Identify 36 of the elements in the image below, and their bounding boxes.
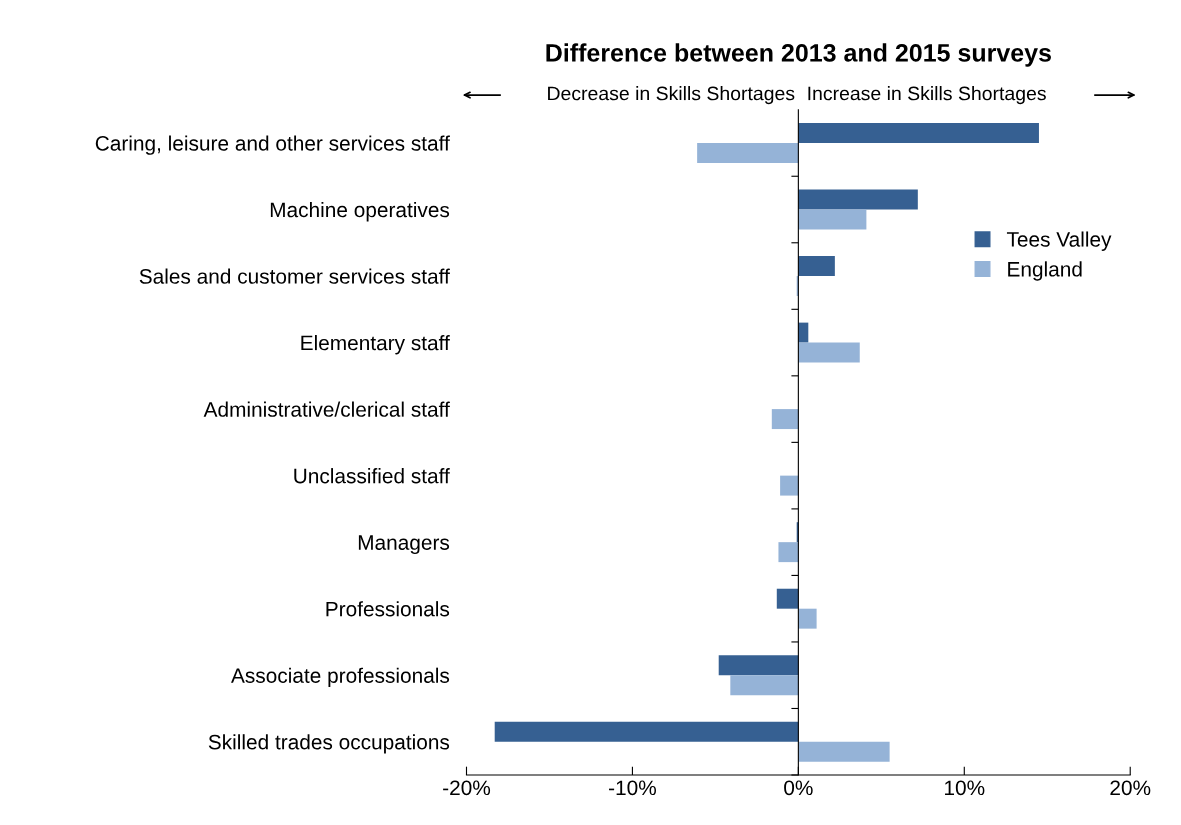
y-tick-label: Machine operatives — [270, 201, 450, 222]
bar — [798, 342, 860, 363]
y-tick-label: Managers — [358, 535, 450, 555]
text: Decrease in Skills Shortages — [548, 86, 795, 105]
y-tick-label: Sales and customer services staff — [139, 268, 450, 284]
x-tick-label: -10% — [609, 780, 656, 796]
bar — [697, 142, 799, 163]
y-tick-label: Skilled trades occupations — [208, 734, 450, 754]
bar — [798, 123, 1039, 143]
x-tick-label: 0% — [784, 780, 813, 796]
text: Increase in Skills Shortages — [808, 86, 1046, 105]
bar — [730, 675, 799, 696]
bar — [780, 475, 799, 496]
bar — [798, 256, 835, 277]
y-tick-label: Unclassified staff — [294, 468, 450, 484]
y-tick-label: Professionals — [326, 601, 450, 617]
legend-label: Tees Valley — [1006, 231, 1112, 251]
bar — [798, 189, 918, 210]
bar — [798, 608, 817, 629]
x-tick-label: 10% — [945, 780, 985, 796]
bar — [776, 588, 799, 609]
bar — [494, 721, 799, 742]
y-tick-label: Elementary staff — [301, 335, 450, 355]
bar — [798, 741, 890, 762]
bar — [778, 542, 799, 563]
chart-title: Difference between 2013 and 2015 surveys — [546, 43, 1051, 67]
bar — [798, 209, 867, 230]
y-tick-label: Associate professionals — [231, 667, 450, 688]
x-tick-label: 20% — [1110, 780, 1151, 796]
bar — [718, 655, 799, 676]
y-tick-label: Caring, leisure and other services staff — [95, 135, 450, 155]
bar — [771, 409, 799, 430]
y-tick-label: Administrative/clerical staff — [203, 401, 450, 417]
legend-label: England — [1008, 261, 1082, 281]
x-tick-label: -20% — [443, 780, 491, 796]
bar — [798, 322, 809, 343]
